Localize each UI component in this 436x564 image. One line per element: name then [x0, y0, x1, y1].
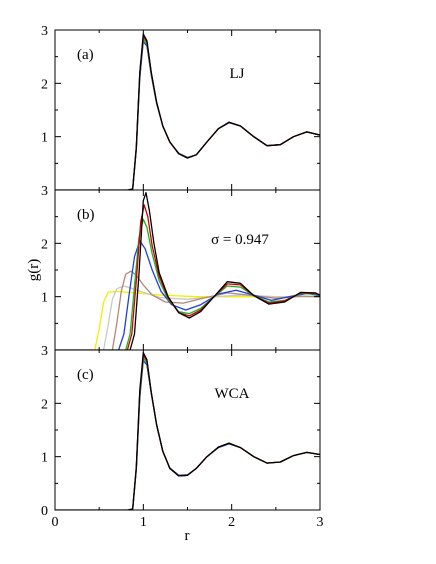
- panel-annotation: σ = 0.947: [211, 232, 269, 248]
- panel-annotation: LJ: [230, 66, 245, 82]
- x-axis-label: r: [185, 528, 190, 544]
- x-tick-label: 0: [52, 515, 59, 530]
- series-line: [132, 360, 320, 509]
- series-line: [55, 352, 320, 510]
- x-tick-label: 1: [140, 515, 147, 530]
- panel-1: 1 2 3 (b) σ = 0.947: [41, 184, 321, 351]
- panel-0: 1 2 3 (a) LJ: [41, 24, 321, 191]
- plot-frame: [54, 349, 321, 511]
- y-tick-label: 3: [41, 344, 48, 359]
- series-line: [102, 285, 320, 350]
- panel-label: (c): [77, 367, 94, 383]
- series-line: [132, 357, 320, 509]
- x-tick-label: 3: [317, 515, 324, 530]
- plot-frame: [54, 189, 321, 351]
- y-tick-label: 1: [41, 451, 48, 466]
- series-line: [117, 240, 320, 350]
- y-tick-label: 1: [41, 291, 48, 306]
- plot-frame: [54, 29, 321, 191]
- series-line: [126, 204, 320, 350]
- y-tick-label: 2: [41, 397, 48, 412]
- series-group: [55, 352, 320, 510]
- y-tick-label: 0: [41, 504, 48, 519]
- y-tick-label: 3: [41, 24, 48, 39]
- series-line: [55, 33, 320, 190]
- y-tick-label: 3: [41, 184, 48, 199]
- series-line: [132, 32, 320, 189]
- panel-annotation: WCA: [215, 386, 250, 402]
- series-line: [132, 38, 320, 189]
- series-line: [132, 354, 320, 509]
- y-tick-label: 1: [41, 131, 48, 146]
- panel-label: (b): [77, 207, 95, 223]
- series-line: [111, 270, 320, 350]
- series-line: [132, 41, 320, 189]
- series-group: [55, 32, 320, 190]
- x-tick-label: 2: [228, 515, 235, 530]
- series-line: [132, 354, 320, 509]
- chart-panels: 1 2 3 (a) LJ 1 2 3 (b) σ = 0.947 0 1 2 3 0 1 2 3 (c) WCA: [41, 24, 324, 530]
- y-tick-label: 2: [41, 77, 48, 92]
- y-axis-label: g(r): [26, 259, 42, 282]
- series-group: [55, 192, 320, 350]
- series-line: [132, 35, 320, 189]
- panel-label: (a): [77, 47, 94, 63]
- series-line: [55, 192, 320, 350]
- panel-2: 0 1 2 3 0 1 2 3 (c) WCA: [41, 344, 324, 530]
- y-tick-label: 2: [41, 237, 48, 252]
